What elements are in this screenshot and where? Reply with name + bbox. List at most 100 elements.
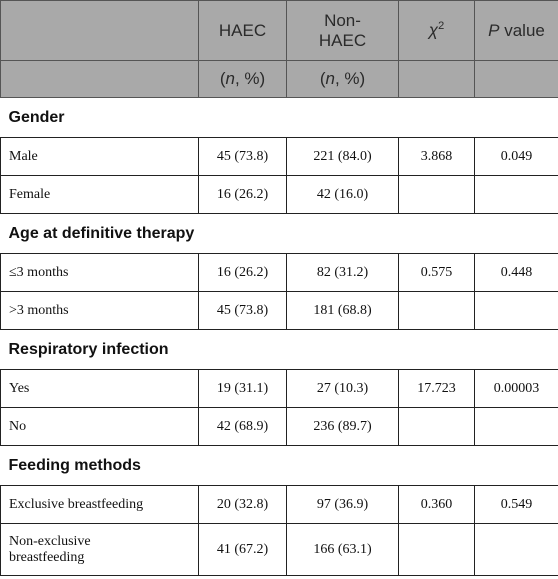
- row-label-cell: No: [0, 407, 199, 446]
- data-row: Exclusive breastfeeding 20 (32.8) 97 (36.9…: [0, 485, 558, 524]
- subheader-text: n: [325, 69, 335, 88]
- section-cell: Respiratory infection: [0, 329, 558, 370]
- row-label: Female: [9, 186, 51, 202]
- cell-value: 0.549: [500, 496, 533, 512]
- row-label: Exclusive breastfeeding: [9, 496, 144, 512]
- header-cell: P value: [474, 0, 558, 61]
- header-text: Non-HAEC: [318, 10, 367, 50]
- cell-value: 181 (68.8): [313, 302, 372, 318]
- row-label: >3 months: [9, 302, 69, 318]
- subheader-text: (: [319, 69, 326, 88]
- cell-value: 3.868: [420, 148, 453, 164]
- header-row: HAEC Non-HAEC χ2 P value: [0, 0, 558, 61]
- header-cell: (n, %): [198, 60, 287, 98]
- cell-value: 42 (68.9): [216, 418, 269, 434]
- row-label-cell: ≤3 months: [0, 253, 199, 292]
- data-row: Non-exclusive breastfeeding 41 (67.2) 166 …: [0, 523, 558, 576]
- value-cell: 236 (89.7): [286, 407, 399, 446]
- cell-value: 0.575: [420, 264, 453, 280]
- data-row: Male 45 (73.8) 221 (84.0) 3.868 0.049: [0, 137, 558, 176]
- row-label-cell: Non-exclusive breastfeeding: [0, 523, 199, 576]
- header-text: χ: [428, 20, 439, 40]
- header-text: value: [504, 20, 545, 40]
- cell-value: 20 (32.8): [216, 496, 269, 512]
- subheader-text: , %): [234, 69, 266, 88]
- data-row: No 42 (68.9) 236 (89.7): [0, 407, 558, 446]
- cell-value: 27 (10.3): [316, 380, 369, 396]
- value-cell: 16 (26.2): [198, 175, 287, 214]
- value-cell: 45 (73.8): [198, 291, 287, 330]
- row-label-cell: Female: [0, 175, 199, 214]
- value-cell: 42 (68.9): [198, 407, 287, 446]
- section-title: Gender: [8, 108, 65, 126]
- value-cell: 16 (26.2): [198, 253, 287, 292]
- row-label-cell: Yes: [0, 369, 199, 408]
- cell-value: 19 (31.1): [216, 380, 269, 396]
- value-cell: 41 (67.2): [198, 523, 287, 576]
- value-cell: 17.723: [398, 369, 475, 408]
- row-label: ≤3 months: [9, 264, 69, 280]
- subheader-row: (n, %) (n, %): [0, 60, 558, 98]
- row-label-cell: Male: [0, 137, 199, 176]
- cell-value: 0.448: [500, 264, 533, 280]
- value-cell: [474, 291, 558, 330]
- cell-value: 221 (84.0): [313, 148, 372, 164]
- data-row: Yes 19 (31.1) 27 (10.3) 17.723 0.00003: [0, 369, 558, 408]
- data-row: ≤3 months 16 (26.2) 82 (31.2) 0.575 0.448: [0, 253, 558, 292]
- cell-value: 45 (73.8): [216, 302, 269, 318]
- cell-value: 0.049: [500, 148, 533, 164]
- value-cell: [398, 175, 475, 214]
- row-label: No: [9, 418, 27, 434]
- cell-value: 82 (31.2): [316, 264, 369, 280]
- header-text: P: [488, 20, 500, 40]
- cell-value: 166 (63.1): [313, 541, 372, 557]
- header-cell: [0, 60, 199, 98]
- section-row: Feeding methods: [0, 445, 558, 486]
- value-cell: 221 (84.0): [286, 137, 399, 176]
- subheader-text: , %): [334, 69, 366, 88]
- header-cell: [474, 60, 558, 98]
- cell-value: 0.360: [420, 496, 453, 512]
- data-row: Female 16 (26.2) 42 (16.0): [0, 175, 558, 214]
- value-cell: 20 (32.8): [198, 485, 287, 524]
- row-label-cell: Exclusive breastfeeding: [0, 485, 199, 524]
- value-cell: [474, 175, 558, 214]
- value-cell: [474, 407, 558, 446]
- cell-value: 17.723: [417, 380, 456, 396]
- cell-value: 16 (26.2): [216, 186, 269, 202]
- value-cell: [398, 523, 475, 576]
- value-cell: [398, 291, 475, 330]
- header-cell: χ2: [398, 0, 475, 61]
- section-title: Feeding methods: [8, 456, 141, 474]
- cell-value: 236 (89.7): [313, 418, 372, 434]
- data-row: >3 months 45 (73.8) 181 (68.8): [0, 291, 558, 330]
- cell-value: 42 (16.0): [316, 186, 369, 202]
- value-cell: 42 (16.0): [286, 175, 399, 214]
- header-cell: Non-HAEC: [286, 0, 399, 61]
- section-row: Respiratory infection: [0, 329, 558, 370]
- value-cell: 82 (31.2): [286, 253, 399, 292]
- subheader-text: n: [225, 69, 235, 88]
- value-cell: 0.575: [398, 253, 475, 292]
- section-row: Age at definitive therapy: [0, 213, 558, 254]
- cell-value: 45 (73.8): [216, 148, 269, 164]
- section-row: Gender: [0, 97, 558, 138]
- value-cell: 0.049: [474, 137, 558, 176]
- row-label: Non-exclusive breastfeeding: [9, 533, 91, 565]
- value-cell: 0.549: [474, 485, 558, 524]
- section-cell: Feeding methods: [0, 445, 558, 486]
- header-text: 2: [438, 20, 445, 33]
- cell-value: 41 (67.2): [216, 541, 269, 557]
- value-cell: 19 (31.1): [198, 369, 287, 408]
- value-cell: 97 (36.9): [286, 485, 399, 524]
- value-cell: 0.448: [474, 253, 558, 292]
- value-cell: 0.00003: [474, 369, 558, 408]
- header-cell: (n, %): [286, 60, 399, 98]
- cell-value: 97 (36.9): [316, 496, 369, 512]
- value-cell: 27 (10.3): [286, 369, 399, 408]
- row-label-cell: >3 months: [0, 291, 199, 330]
- value-cell: 3.868: [398, 137, 475, 176]
- section-title: Age at definitive therapy: [8, 224, 195, 242]
